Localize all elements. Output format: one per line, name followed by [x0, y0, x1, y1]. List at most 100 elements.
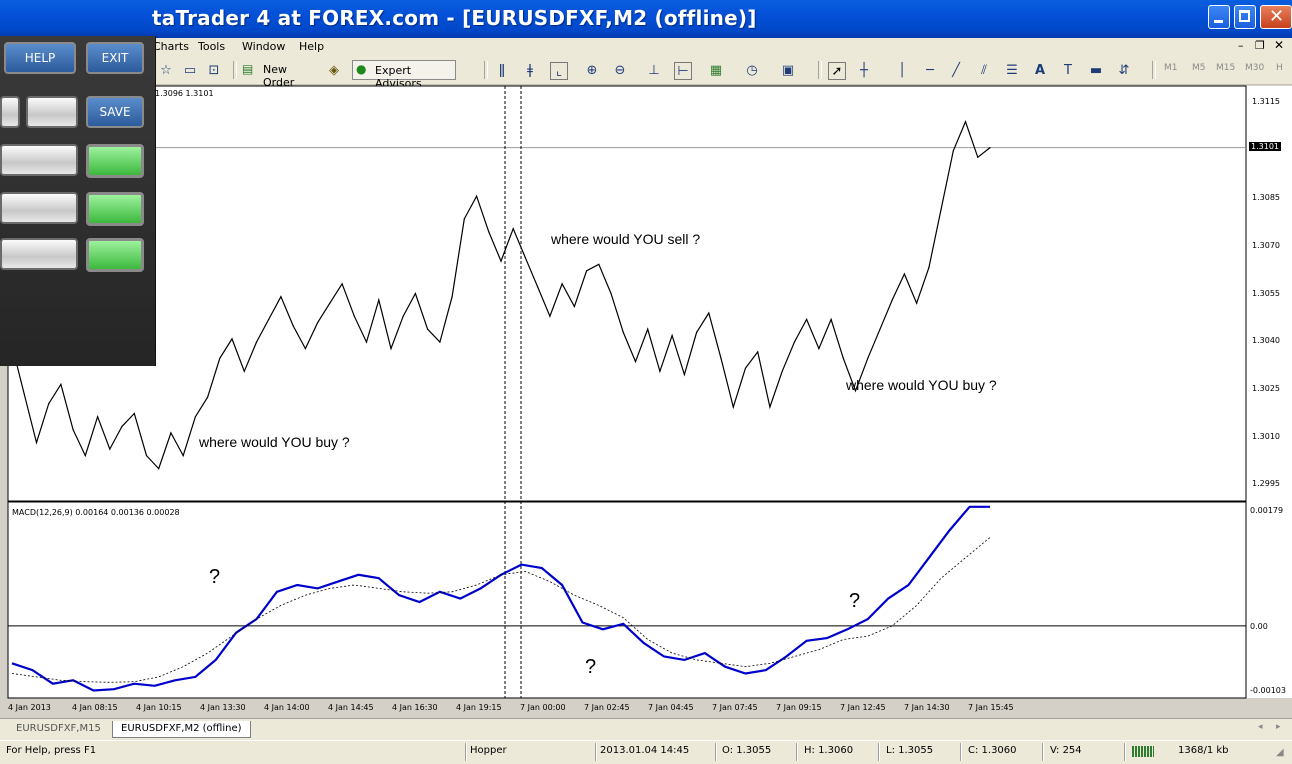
maximize-button[interactable] — [1234, 5, 1256, 29]
help-button[interactable]: HELP — [4, 42, 76, 74]
panel-toggle-3[interactable] — [86, 238, 144, 272]
menu-charts[interactable]: Charts — [153, 40, 189, 53]
chart-shift-icon[interactable]: ⊢ — [674, 62, 692, 80]
price-tick: 1.3040 — [1252, 336, 1280, 345]
time-tick: 7 Jan 07:45 — [712, 703, 758, 712]
panel-button-middle[interactable] — [26, 96, 78, 128]
status-separator — [715, 743, 717, 761]
fibonacci-icon[interactable]: ☰ — [1006, 62, 1018, 78]
status-traffic: 1368/1 kb — [1178, 745, 1229, 756]
trendline-icon[interactable]: ╱ — [952, 62, 960, 78]
title-bar: taTrader 4 at FOREX.com - [EURUSDFXF,M2 … — [0, 0, 1292, 38]
timeframe-m15[interactable]: M15 — [1216, 63, 1236, 73]
status-time: 2013.01.04 14:45 — [600, 745, 690, 756]
price-tick: 1.3115 — [1252, 97, 1280, 106]
time-tick: 4 Jan 10:15 — [136, 703, 182, 712]
status-low: L: 1.3055 — [886, 745, 934, 756]
bar-chart-icon[interactable]: ǁ — [498, 62, 506, 78]
tab-scroll-left-icon[interactable]: ◂ — [1258, 722, 1263, 732]
price-tick: 1.2995 — [1252, 479, 1280, 488]
candlestick-icon[interactable]: ǂ — [527, 62, 533, 78]
status-high: H: 1.3060 — [804, 745, 854, 756]
save-button[interactable]: SAVE — [86, 96, 144, 128]
status-separator — [960, 743, 962, 761]
panel-input-2[interactable] — [0, 192, 78, 224]
toolbar-separator — [233, 61, 237, 79]
status-separator — [878, 743, 880, 761]
panel-toggle-1[interactable] — [86, 144, 144, 178]
close-button[interactable]: ✕ — [1260, 5, 1292, 29]
chart-area[interactable] — [8, 86, 1246, 698]
tab-eurusd-m2[interactable]: EURUSDFXF,M2 (offline) — [112, 721, 251, 738]
connection-bars-icon — [1132, 746, 1154, 757]
crosshair-icon[interactable]: ┼ — [860, 62, 868, 78]
rectangle-icon[interactable]: ▬ — [1089, 62, 1103, 78]
mdi-restore-icon[interactable]: ❐ — [1255, 39, 1265, 52]
question-mark: ? — [209, 566, 221, 588]
status-profile[interactable]: Hopper — [470, 745, 507, 756]
panel-input-1[interactable] — [0, 144, 78, 176]
price-tick: 1.3055 — [1252, 289, 1280, 298]
exit-button[interactable]: EXIT — [86, 42, 144, 74]
equidistant-channel-icon[interactable]: ⫽ — [981, 62, 987, 78]
vertical-line-icon[interactable]: │ — [898, 62, 906, 78]
time-tick: 7 Jan 12:45 — [840, 703, 886, 712]
new-order-button[interactable]: ▤ New Order — [240, 60, 318, 89]
tab-scroll-right-icon[interactable]: ▸ — [1276, 722, 1281, 732]
current-price-label: 1.3101 — [1249, 142, 1281, 151]
panel-button-left[interactable] — [0, 96, 20, 128]
timeframe-m30[interactable]: M30 — [1245, 63, 1265, 73]
toolbar-separator — [484, 61, 488, 79]
time-tick: 7 Jan 00:00 — [520, 703, 566, 712]
meta-editor-icon[interactable]: ◈ — [329, 62, 339, 78]
panel-toggle-2[interactable] — [86, 192, 144, 226]
text-label-icon[interactable]: T — [1064, 62, 1072, 78]
annotation-buy-1: where would YOU buy ? — [199, 434, 350, 450]
navigator-icon[interactable]: ▭ — [183, 62, 197, 78]
zoom-in-icon[interactable]: ⊕ — [586, 62, 598, 78]
cursor-icon[interactable]: ➚ — [828, 62, 846, 80]
toolbar-separator — [818, 61, 822, 79]
arrows-icon[interactable]: ⇵ — [1118, 62, 1130, 78]
time-tick: 4 Jan 2013 — [8, 703, 51, 712]
price-tick: 1.3025 — [1252, 384, 1280, 393]
time-tick: 7 Jan 02:45 — [584, 703, 630, 712]
tab-eurusd-m15[interactable]: EURUSDFXF,M15 — [16, 723, 101, 734]
menu-window[interactable]: Window — [242, 40, 286, 53]
macd-tick: 0.00 — [1250, 622, 1268, 631]
minimize-button[interactable] — [1208, 5, 1230, 29]
auto-scroll-icon[interactable]: ⊥ — [648, 62, 660, 78]
toolbar: ☆ ▭ ⊡ ▤ New Order ◈ ● Expert Advisors ǁ … — [0, 56, 1292, 90]
annotation-sell: where would YOU sell ? — [551, 231, 701, 247]
resize-grip-icon[interactable]: ◢ — [1276, 747, 1284, 758]
timeframe-m1[interactable]: M1 — [1164, 63, 1178, 73]
mdi-close-icon[interactable]: ✕ — [1274, 38, 1285, 52]
status-separator — [465, 743, 467, 761]
status-open: O: 1.3055 — [722, 745, 772, 756]
menu-tools[interactable]: Tools — [198, 40, 226, 53]
time-tick: 7 Jan 09:15 — [776, 703, 822, 712]
macd-tick: 0.00179 — [1250, 506, 1284, 515]
favorites-icon[interactable]: ☆ — [160, 62, 172, 78]
horizontal-line-icon[interactable]: ─ — [926, 62, 934, 78]
periods-icon[interactable]: ◷ — [746, 62, 758, 78]
zoom-window-icon[interactable]: ⊡ — [208, 62, 220, 78]
indicators-icon[interactable]: ▦ — [709, 62, 723, 78]
menu-help[interactable]: Help — [299, 40, 325, 53]
timeframe-h[interactable]: H — [1276, 63, 1283, 73]
panel-input-3[interactable] — [0, 238, 78, 270]
timeframe-m5[interactable]: M5 — [1192, 63, 1206, 73]
expert-advisors-icon: ● — [356, 62, 367, 76]
expert-advisors-button[interactable]: ● Expert Advisors — [352, 60, 456, 90]
price-header: 1.3096 1.3101 — [155, 89, 214, 98]
zoom-out-icon[interactable]: ⊖ — [614, 62, 626, 78]
text-icon[interactable]: A — [1034, 62, 1046, 78]
mdi-minimize-icon[interactable]: – — [1238, 39, 1244, 52]
templates-icon[interactable]: ▣ — [781, 62, 795, 78]
price-tick: 1.3010 — [1252, 432, 1280, 441]
time-tick: 7 Jan 04:45 — [648, 703, 694, 712]
close-icon: ✕ — [1269, 6, 1285, 27]
price-axis — [1246, 86, 1292, 698]
line-chart-icon[interactable]: ⌞ — [550, 62, 568, 80]
time-tick: 7 Jan 15:45 — [968, 703, 1014, 712]
